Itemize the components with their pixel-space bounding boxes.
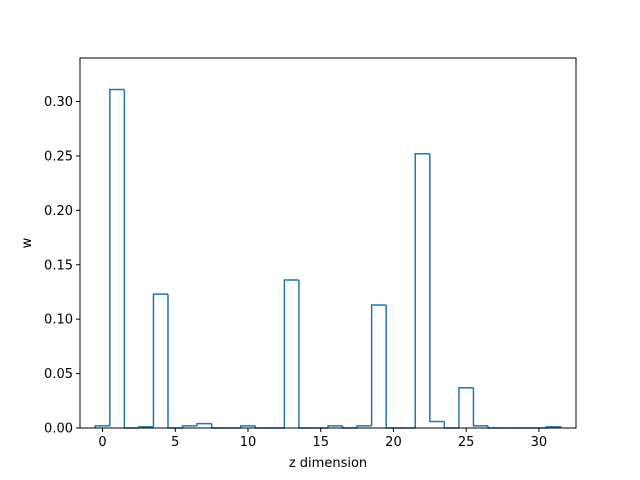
y-tick-label: 0.30 (44, 95, 73, 110)
x-tick-label: 10 (240, 435, 257, 450)
x-tick-label: 30 (531, 435, 548, 450)
bar (429, 153, 445, 423)
x-tick-label: 15 (312, 435, 329, 450)
y-axis-label: w (20, 237, 35, 248)
bar (196, 422, 212, 426)
bar (239, 425, 256, 428)
y-tick-label: 0.10 (44, 313, 73, 328)
bar (356, 425, 372, 428)
bar (152, 293, 168, 427)
x-tick-label: 20 (385, 435, 402, 450)
plot-area (80, 58, 576, 428)
x-tick-label: 0 (98, 435, 106, 450)
x-tick-label: 5 (171, 435, 179, 450)
bar (109, 88, 125, 426)
x-axis-label: z dimension (289, 456, 367, 471)
bar (545, 426, 562, 428)
bar (283, 279, 299, 428)
bar (458, 386, 474, 428)
axes-group: 0 5 10 15 20 25 30 0.00 0.05 0.10 0.15 0.20 0.25 0.30 (44, 57, 577, 450)
axes-frame (79, 57, 577, 429)
y-tick-label: 0.00 (44, 422, 73, 437)
y-tick-label: 0.25 (44, 149, 73, 164)
bar (370, 304, 387, 426)
bar (327, 425, 343, 428)
bar (181, 425, 198, 428)
y-tick-label: 0.05 (44, 367, 73, 382)
y-tick-label: 0.15 (44, 258, 73, 273)
bar (472, 387, 488, 427)
y-tick-label: 0.20 (44, 204, 73, 219)
x-tick-label: 25 (458, 435, 475, 450)
bar (414, 153, 430, 428)
bar (94, 425, 110, 428)
